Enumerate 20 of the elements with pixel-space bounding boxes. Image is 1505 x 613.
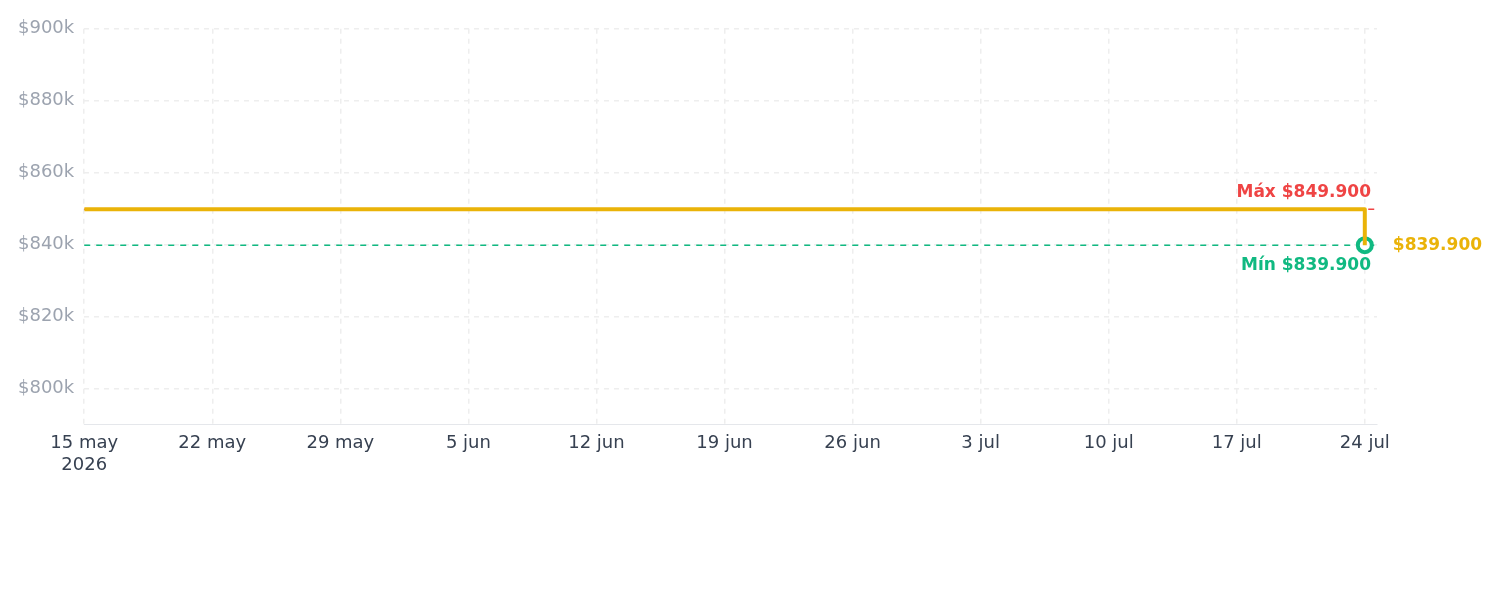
- x-tick-label: 19 jun: [696, 431, 753, 453]
- x-tick-label: 5 jun: [445, 431, 491, 453]
- x-tick-label: 15 may 2026: [50, 431, 119, 474]
- y-tick-label: $800k: [18, 376, 75, 398]
- ref-line-label: Mín $839.900: [1240, 254, 1372, 275]
- x-tick-label: 29 may: [306, 431, 375, 453]
- x-tick-label: 3 jul: [961, 431, 1000, 453]
- y-tick-label: $840k: [18, 232, 75, 254]
- y-tick-label: $860k: [18, 160, 75, 182]
- x-tick-label: 10 jul: [1083, 431, 1134, 453]
- x-tick-label: 17 jul: [1211, 431, 1262, 453]
- x-tick-label: 24 jul: [1339, 431, 1390, 453]
- y-tick-label: $900k: [18, 16, 75, 38]
- y-tick-label: $820k: [18, 304, 75, 326]
- annotation: $839.900: [1392, 233, 1483, 254]
- x-tick-label: 22 may: [178, 431, 247, 453]
- x-tick-label: 12 jun: [568, 431, 625, 453]
- x-tick-label: 26 jun: [824, 431, 881, 453]
- ref-line-label: Máx $849.900: [1236, 181, 1372, 202]
- y-tick-label: $880k: [18, 88, 75, 110]
